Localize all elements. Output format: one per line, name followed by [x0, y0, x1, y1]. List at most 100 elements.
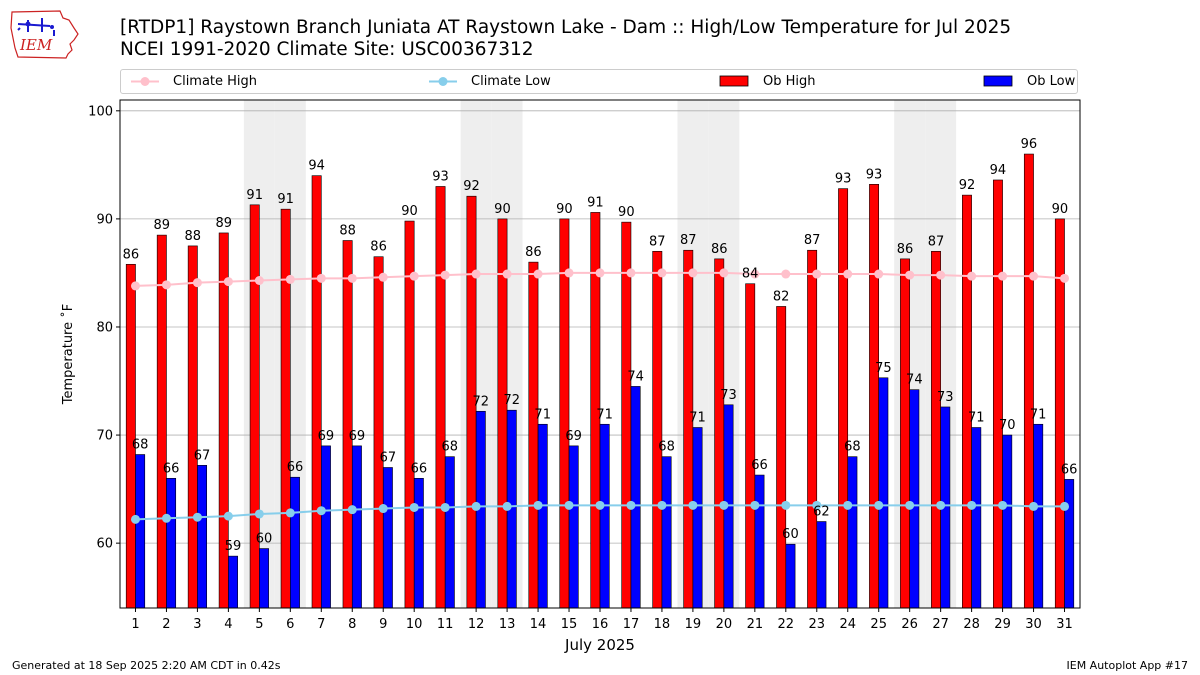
ob-low-label: 66	[751, 458, 768, 473]
ob-low-label: 75	[875, 361, 892, 376]
x-tick-label: 4	[224, 617, 232, 632]
climate-high-point	[688, 268, 698, 278]
x-axis-label: July 2025	[564, 636, 635, 654]
climate-low-point	[254, 509, 264, 519]
ob-high-bar	[900, 258, 910, 609]
x-tick-label: 23	[809, 617, 826, 632]
ob-high-label: 91	[277, 192, 294, 207]
x-tick-label: 10	[406, 617, 423, 632]
ob-high-bar	[962, 194, 972, 609]
ob-low-label: 66	[287, 460, 304, 475]
ob-low-bar	[1002, 434, 1013, 609]
ob-low-bar	[197, 465, 208, 609]
climate-low-point	[223, 511, 233, 521]
x-tick-label: 28	[963, 617, 980, 632]
x-tick-label: 17	[623, 617, 640, 632]
ob-low-label: 67	[380, 450, 397, 465]
ob-low-bar	[909, 389, 920, 609]
ob-low-label: 74	[627, 369, 644, 384]
climate-high-point	[378, 272, 388, 282]
y-tick-label: 60	[96, 537, 113, 552]
x-tick-label: 20	[716, 617, 733, 632]
ob-high-label: 86	[123, 247, 140, 262]
x-tick-label: 11	[437, 617, 454, 632]
climate-low-point	[936, 500, 946, 510]
ob-high-label: 87	[928, 234, 945, 249]
climate-low-point	[719, 500, 729, 510]
ob-low-bar	[692, 427, 703, 609]
ob-high-label: 87	[680, 233, 697, 248]
ob-low-label: 70	[999, 418, 1016, 433]
logo-text: IEM	[19, 36, 53, 54]
climate-low-point	[657, 500, 667, 510]
climate-low-point	[316, 506, 326, 516]
legend-item-ob-high: Ob High	[719, 70, 919, 93]
climate-low-point	[347, 505, 357, 515]
x-tick-label: 5	[255, 617, 263, 632]
climate-high-point	[750, 269, 760, 279]
x-tick-label: 9	[379, 617, 387, 632]
climate-high-point	[223, 277, 233, 287]
ob-low-bar	[413, 477, 424, 609]
climate-high-point	[316, 273, 326, 283]
legend-label: Ob High	[763, 74, 816, 89]
climate-low-point	[750, 500, 760, 510]
x-tick-label: 24	[839, 617, 856, 632]
climate-low-point	[285, 508, 295, 518]
ob-low-label: 66	[163, 461, 180, 476]
ob-low-label: 68	[442, 440, 459, 455]
ob-low-bar	[847, 456, 858, 609]
ob-low-label: 71	[534, 407, 551, 422]
chart-subtitle: NCEI 1991-2020 Climate Site: USC00367312	[120, 39, 534, 60]
ob-high-bar	[373, 256, 384, 609]
climate-high-point	[440, 270, 450, 280]
climate-high-point	[564, 268, 574, 278]
x-tick-label: 7	[317, 617, 325, 632]
legend-item-ob-low: Ob Low	[983, 70, 1077, 93]
y-axis-label: Temperature ˚F	[60, 304, 76, 405]
ob-low-bar	[382, 467, 393, 609]
x-tick-label: 30	[1025, 617, 1042, 632]
climate-high-point	[843, 269, 853, 279]
climate-low-point	[502, 501, 512, 511]
ob-low-bar	[135, 454, 146, 609]
ob-high-label: 93	[866, 167, 883, 182]
ob-low-label: 74	[906, 373, 923, 388]
ob-low-label: 71	[689, 410, 706, 425]
ob-low-label: 68	[132, 438, 149, 453]
climate-low-point	[130, 514, 140, 524]
x-tick-label: 12	[468, 617, 485, 632]
climate-low-point	[874, 500, 884, 510]
climate-low-point	[781, 500, 791, 510]
climate-high-point	[626, 268, 636, 278]
ob-high-label: 93	[835, 172, 852, 187]
legend-label: Climate Low	[471, 74, 551, 89]
ob-low-label: 69	[565, 429, 582, 444]
x-tick-label: 26	[901, 617, 918, 632]
ob-high-label: 93	[432, 169, 449, 184]
ob-high-bar	[683, 249, 694, 609]
climate-high-point	[285, 274, 295, 284]
ob-high-bar	[311, 175, 322, 609]
ob-high-label: 88	[185, 229, 202, 244]
legend-label: Ob Low	[1027, 74, 1076, 89]
x-tick-label: 25	[870, 617, 887, 632]
ob-high-label: 90	[556, 202, 573, 217]
ob-high-label: 90	[494, 202, 511, 217]
x-tick-label: 13	[499, 617, 516, 632]
ob-high-label: 82	[773, 289, 790, 304]
climate-low-point	[626, 500, 636, 510]
chart-title: [RTDP1] Raystown Branch Juniata AT Rayst…	[120, 17, 1012, 38]
climate-high-point	[192, 278, 202, 288]
ob-high-bar	[280, 208, 291, 609]
climate-low-point	[967, 500, 977, 510]
ob-high-bar	[435, 186, 446, 609]
climate-high-point	[1029, 271, 1039, 281]
climate-high-point	[595, 268, 605, 278]
climate-low-point	[688, 500, 698, 510]
ob-low-label: 71	[968, 410, 985, 425]
iem-logo: IEM	[10, 10, 79, 59]
ob-low-label: 62	[813, 505, 830, 520]
legend-item-climate-high: Climate High	[129, 70, 329, 93]
